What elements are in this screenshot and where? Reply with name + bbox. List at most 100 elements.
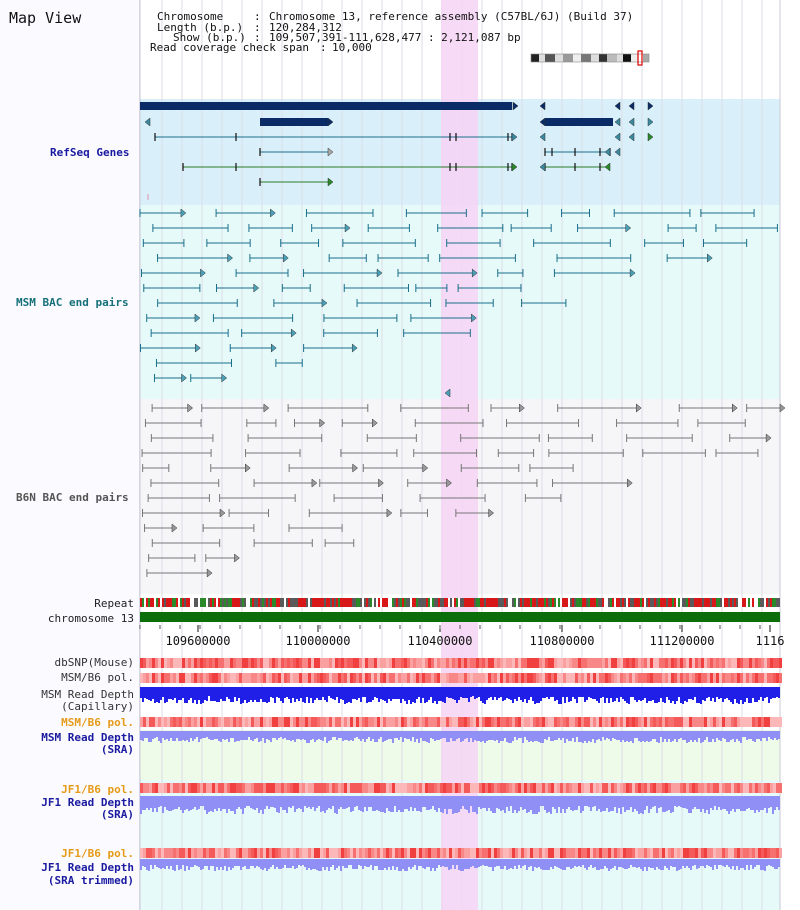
track-label-msm-read-cap[interactable]: MSM Read Depth <box>41 688 134 701</box>
depth-bar <box>596 796 598 811</box>
depth-bar <box>206 796 208 814</box>
heat-cell <box>542 658 545 668</box>
heat-cell <box>311 673 314 683</box>
depth-bar <box>380 796 382 812</box>
heat-cell <box>533 783 536 793</box>
repeat-mark <box>708 598 710 607</box>
heat-cell <box>584 783 587 793</box>
depth-bar <box>304 796 306 806</box>
heat-cell <box>314 848 317 858</box>
repeat-mark <box>218 598 220 607</box>
heat-cell <box>626 673 629 683</box>
track-label-msm-read-sra[interactable]: MSM Read Depth <box>41 731 134 744</box>
chromosome-ideogram[interactable] <box>530 50 650 66</box>
depth-bar <box>258 859 260 867</box>
depth-bar <box>204 859 206 866</box>
depth-bar <box>774 859 776 869</box>
depth-bar <box>594 859 596 867</box>
heat-cell <box>251 848 254 858</box>
repeat-mark <box>578 598 580 607</box>
track-label-refseq[interactable]: RefSeq Genes <box>50 146 130 159</box>
heat-cell <box>431 783 434 793</box>
depth-bar <box>478 687 480 697</box>
track-label-b6n-bac[interactable]: B6N BAC end pairs <box>16 491 129 504</box>
heat-cell <box>449 673 452 683</box>
track-label-msm-b6-pol[interactable]: MSM/B6 pol. <box>61 671 134 684</box>
b6n-pair-arrow <box>765 433 772 443</box>
heat-cell <box>224 717 227 727</box>
depth-bar <box>468 687 470 702</box>
heat-cell <box>569 848 572 858</box>
heat-cell <box>638 717 641 727</box>
depth-bar <box>234 687 236 697</box>
depth-bar <box>538 687 540 703</box>
depth-bar <box>212 796 214 812</box>
track-label-jf1-read-sra[interactable]: JF1 Read Depth <box>41 796 134 809</box>
msm-pair-arrow <box>629 268 636 278</box>
heat-cell <box>776 658 779 668</box>
depth-bar <box>552 687 554 697</box>
heat-cell <box>257 658 260 668</box>
repeat-mark <box>606 598 608 607</box>
depth-bar <box>140 687 142 698</box>
depth-bar <box>312 687 314 703</box>
repeat-mark <box>156 598 158 607</box>
heat-cell <box>320 783 323 793</box>
heat-cell <box>194 673 197 683</box>
depth-bar <box>532 687 534 701</box>
heat-cell <box>692 848 695 858</box>
depth-bar <box>482 687 484 703</box>
depth-bar <box>458 796 460 812</box>
heat-cell <box>329 673 332 683</box>
depth-bar <box>694 859 696 865</box>
heat-cell <box>422 658 425 668</box>
track-label-jf1-b6-pol-2[interactable]: JF1/B6 pol. <box>61 847 134 860</box>
depth-bar <box>326 796 328 810</box>
heat-cell <box>536 658 539 668</box>
heat-cell <box>254 717 257 727</box>
depth-bar <box>288 731 290 740</box>
depth-bar <box>430 859 432 871</box>
repeat-mark <box>424 598 426 607</box>
depth-bar <box>414 796 416 808</box>
heat-cell <box>401 848 404 858</box>
heat-cell <box>308 783 311 793</box>
depth-bar <box>212 687 214 701</box>
depth-bar <box>326 859 328 867</box>
heat-cell <box>485 658 488 668</box>
heat-cell <box>335 658 338 668</box>
repeat-mark <box>272 598 274 607</box>
track-label-jf1-b6-pol[interactable]: JF1/B6 pol. <box>61 783 134 796</box>
track-label-jf1-read-trim[interactable]: JF1 Read Depth <box>41 861 134 874</box>
depth-bar <box>744 687 746 702</box>
depth-bar <box>616 859 618 870</box>
heat-cell <box>221 717 224 727</box>
heat-cell <box>392 783 395 793</box>
heat-cell <box>557 848 560 858</box>
depth-bar <box>678 859 680 870</box>
heat-cell <box>419 658 422 668</box>
ideogram-band <box>531 54 539 62</box>
depth-bar <box>338 687 340 703</box>
repeat-mark <box>408 598 410 607</box>
repeat-mark <box>662 598 664 607</box>
heat-cell <box>176 783 179 793</box>
depth-bar <box>358 796 360 810</box>
depth-bar <box>420 731 422 738</box>
track-label-dbsnp[interactable]: dbSNP(Mouse) <box>54 656 134 669</box>
heat-cell <box>308 673 311 683</box>
heat-cell <box>518 783 521 793</box>
depth-bar <box>762 859 764 870</box>
heat-cell <box>419 673 422 683</box>
heat-cell <box>434 673 437 683</box>
track-label-msm-b6-pol-sra[interactable]: MSM/B6 pol. <box>61 716 134 729</box>
heat-cell <box>464 673 467 683</box>
heat-cell <box>482 783 485 793</box>
track-label-msm-bac[interactable]: MSM BAC end pairs <box>16 296 129 309</box>
depth-bar <box>474 731 476 740</box>
msm-pair-arrow <box>181 373 187 383</box>
repeat-mark <box>620 598 622 607</box>
heat-cell <box>563 658 566 668</box>
heat-cell <box>185 673 188 683</box>
